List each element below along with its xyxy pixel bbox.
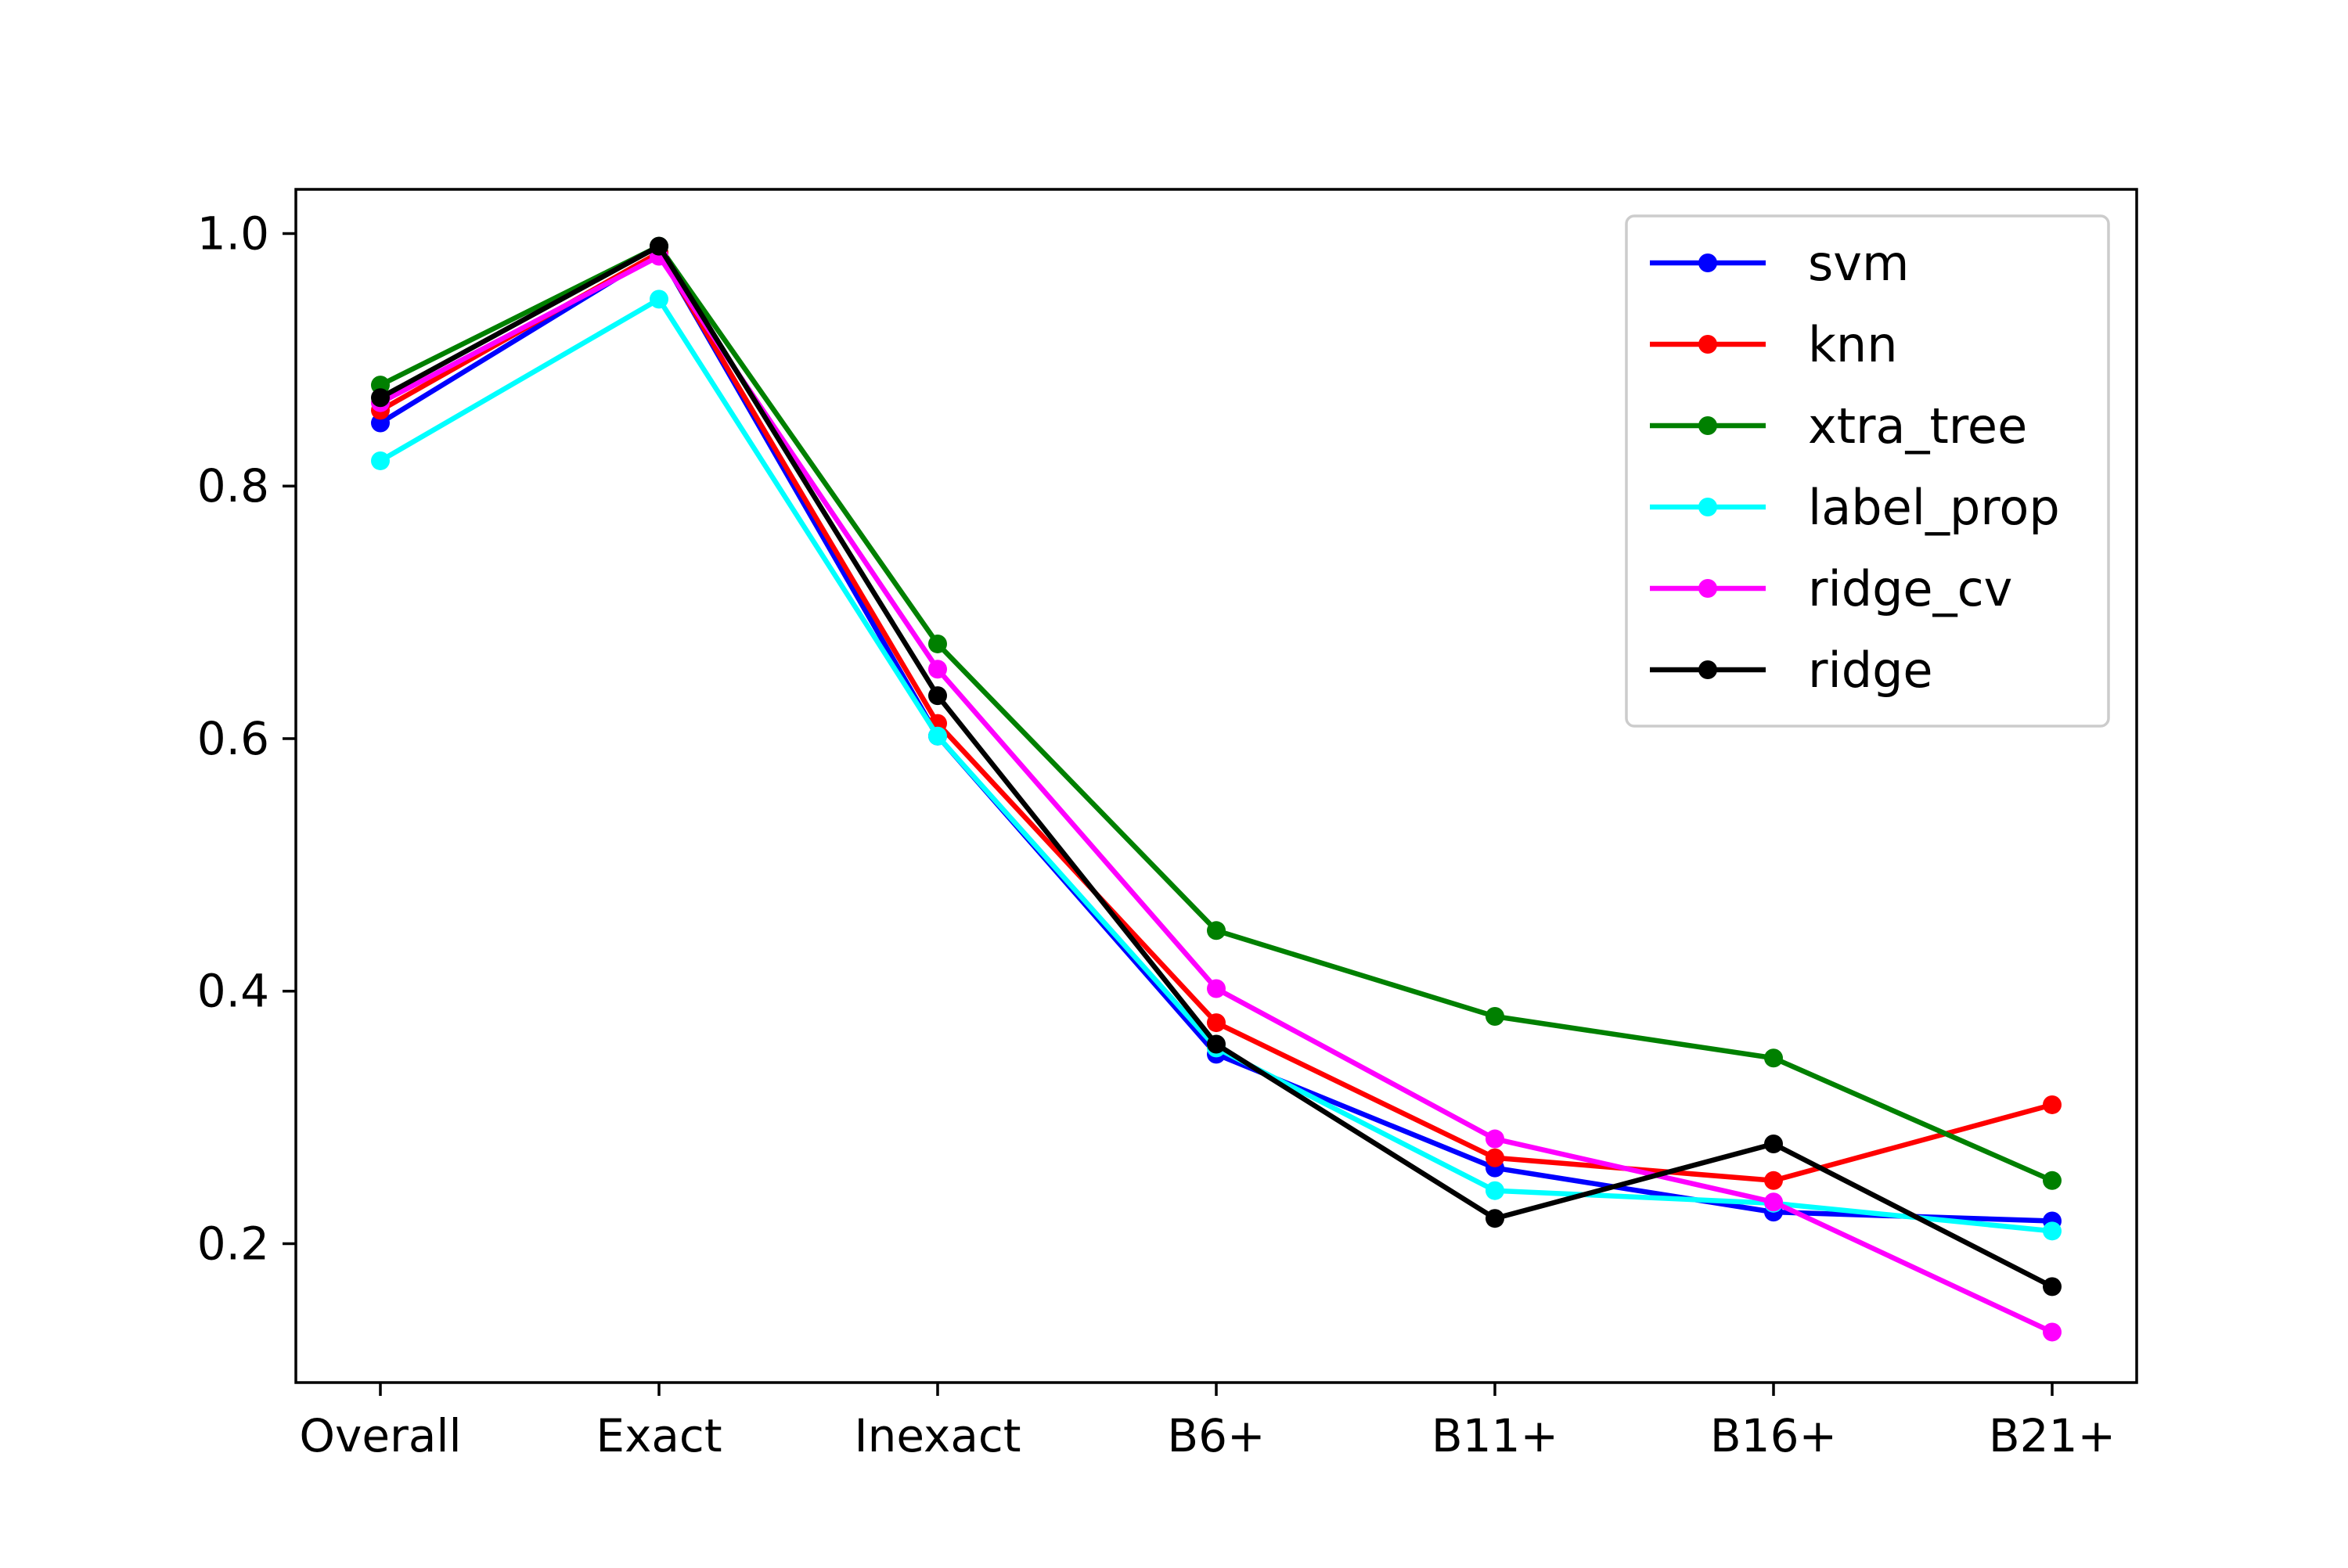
legend-swatch-marker-knn [1698, 335, 1717, 354]
axes-layer: Overall Exact Inexact B6+ B11+ B16+ B21+ 0.2 0.4… [197, 188, 2138, 1462]
x-tick-label-3: B6+ [1167, 1409, 1265, 1462]
legend-swatch-marker-ridge [1698, 660, 1717, 679]
series-ridge [371, 236, 2062, 1296]
legend-label-ridge: ridge [1808, 642, 1933, 699]
data-point-knn-4 [1486, 1148, 1504, 1167]
data-point-knn-3 [1207, 1013, 1226, 1033]
data-point-xtra_tree-2 [928, 634, 947, 653]
legend-entry-xtra_tree: xtra_tree [1650, 397, 2027, 455]
legend-label-svm: svm [1808, 235, 1909, 292]
data-point-ridge_cv-2 [928, 660, 947, 679]
data-point-knn-6 [2043, 1095, 2062, 1114]
data-point-ridge_cv-4 [1486, 1129, 1504, 1149]
data-point-ridge-0 [371, 388, 390, 408]
data-point-ridge_cv-6 [2043, 1322, 2062, 1342]
legend-swatch-marker-ridge_cv [1698, 579, 1717, 598]
x-tick-label-6: B21+ [1989, 1409, 2116, 1462]
legend-label-knn: knn [1808, 316, 1898, 373]
data-point-label_prop-4 [1486, 1181, 1504, 1200]
data-point-label_prop-1 [650, 290, 668, 309]
data-point-label_prop-6 [2043, 1221, 2062, 1241]
series-layer [371, 236, 2062, 1342]
data-point-ridge_cv-3 [1207, 979, 1226, 998]
x-tick-label-2: Inexact [854, 1409, 1021, 1462]
y-tick-label-4: 1.0 [197, 207, 269, 260]
legend-label-xtra_tree: xtra_tree [1808, 397, 2027, 455]
y-tick-label-0: 0.2 [197, 1217, 269, 1270]
data-point-label_prop-0 [371, 451, 390, 470]
data-point-ridge-5 [1764, 1135, 1783, 1153]
legend-label-ridge_cv: ridge_cv [1808, 560, 2012, 617]
y-tick-label-3: 0.8 [197, 459, 269, 512]
legend-entry-ridge: ridge [1650, 642, 1933, 699]
data-point-ridge-1 [650, 236, 668, 256]
y-tick-label-1: 0.4 [197, 965, 269, 1018]
x-tick-label-5: B16+ [1710, 1409, 1837, 1462]
data-point-label_prop-2 [928, 726, 947, 746]
legend-swatch-marker-label_prop [1698, 498, 1717, 516]
data-point-ridge-6 [2043, 1277, 2062, 1296]
x-tick-label-1: Exact [596, 1409, 722, 1462]
data-point-knn-5 [1764, 1171, 1783, 1190]
legend-entry-knn: knn [1650, 316, 1898, 373]
y-tick-label-2: 0.6 [197, 712, 269, 765]
legend-swatch-marker-svm [1698, 254, 1717, 272]
legend-entry-svm: svm [1650, 235, 1909, 292]
x-tick-label-4: B11+ [1431, 1409, 1558, 1462]
x-tick-label-0: Overall [299, 1409, 461, 1462]
data-point-ridge-4 [1486, 1209, 1504, 1228]
legend-entry-ridge_cv: ridge_cv [1650, 560, 2012, 617]
data-point-ridge-3 [1207, 1034, 1226, 1054]
data-point-ridge-2 [928, 686, 947, 706]
legend-entry-label_prop: label_prop [1650, 479, 2060, 536]
legend-swatch-marker-xtra_tree [1698, 416, 1717, 435]
data-point-xtra_tree-3 [1207, 921, 1226, 940]
data-point-xtra_tree-4 [1486, 1007, 1504, 1027]
data-point-ridge_cv-5 [1764, 1192, 1783, 1212]
data-point-xtra_tree-6 [2043, 1171, 2062, 1190]
legend-label-label_prop: label_prop [1808, 479, 2060, 536]
data-point-xtra_tree-5 [1764, 1048, 1783, 1068]
